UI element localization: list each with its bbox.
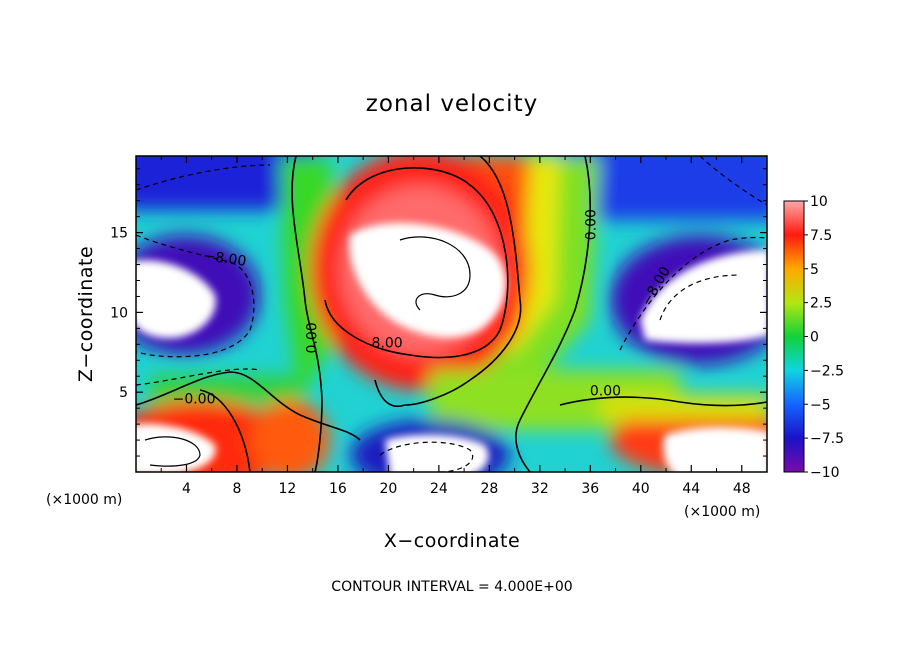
x-tick-label: 12 <box>279 481 297 497</box>
colorbar-tick-label: 0 <box>810 330 819 346</box>
heatmap-field <box>136 156 767 472</box>
x-tick-label: 4 <box>182 481 191 497</box>
x-tick-label: 36 <box>581 481 599 497</box>
x-tick-label: 48 <box>733 481 751 497</box>
contour-label: 0.00 <box>304 322 320 353</box>
colorbar-ticks: 10 7.5 5 2.5 0 −2.5 −5 −7.5 −10 <box>804 194 844 481</box>
x-axis: 4 8 12 16 20 24 28 32 36 40 44 48 <box>160 156 751 497</box>
x-tick-label: 44 <box>682 481 700 497</box>
colorbar-tick-label: 7.5 <box>810 228 832 244</box>
colorbar-tick-label: 5 <box>810 262 819 278</box>
x-tick-label: 28 <box>480 481 498 497</box>
colorbar: 10 7.5 5 2.5 0 −2.5 −5 −7.5 −10 <box>783 194 844 481</box>
x-tick-label: 32 <box>531 481 549 497</box>
x-tick-label: 8 <box>232 481 241 497</box>
y-unit-label: (×1000 m) <box>46 492 122 508</box>
contour-label: 0.00 <box>590 383 621 399</box>
x-tick-label: 24 <box>430 481 448 497</box>
y-axis-label: Z−coordinate <box>75 246 97 382</box>
colorbar-tick-label: 10 <box>810 194 828 210</box>
y-tick-label: 10 <box>110 305 128 321</box>
colorbar-tick-label: −7.5 <box>810 431 844 447</box>
x-tick-label: 40 <box>632 481 650 497</box>
colorbar-tick-label: −10 <box>810 465 840 481</box>
chart-title: zonal velocity <box>366 91 538 117</box>
colorbar-tick-label: −2.5 <box>810 363 844 379</box>
colorbar-tick-label: −5 <box>810 397 831 413</box>
colorbar-tick-label: 2.5 <box>810 296 832 312</box>
x-tick-label: 20 <box>379 481 397 497</box>
x-tick-label: 16 <box>329 481 347 497</box>
contour-interval-label: CONTOUR INTERVAL = 4.000E+00 <box>331 579 572 595</box>
contour-label: −0.00 <box>173 391 216 407</box>
colorbar-gradient <box>783 200 805 473</box>
contour-label: −8.00 <box>203 248 248 270</box>
contour-label: 0.00 <box>583 209 599 240</box>
y-tick-label: 5 <box>119 385 128 401</box>
plot-frame <box>135 155 768 473</box>
x-unit-label: (×1000 m) <box>684 504 760 520</box>
y-tick-label: 15 <box>110 226 128 242</box>
y-axis: 5 10 15 <box>110 168 767 457</box>
x-axis-label: X−coordinate <box>384 530 520 552</box>
contour-label: 8.00 <box>372 336 403 352</box>
